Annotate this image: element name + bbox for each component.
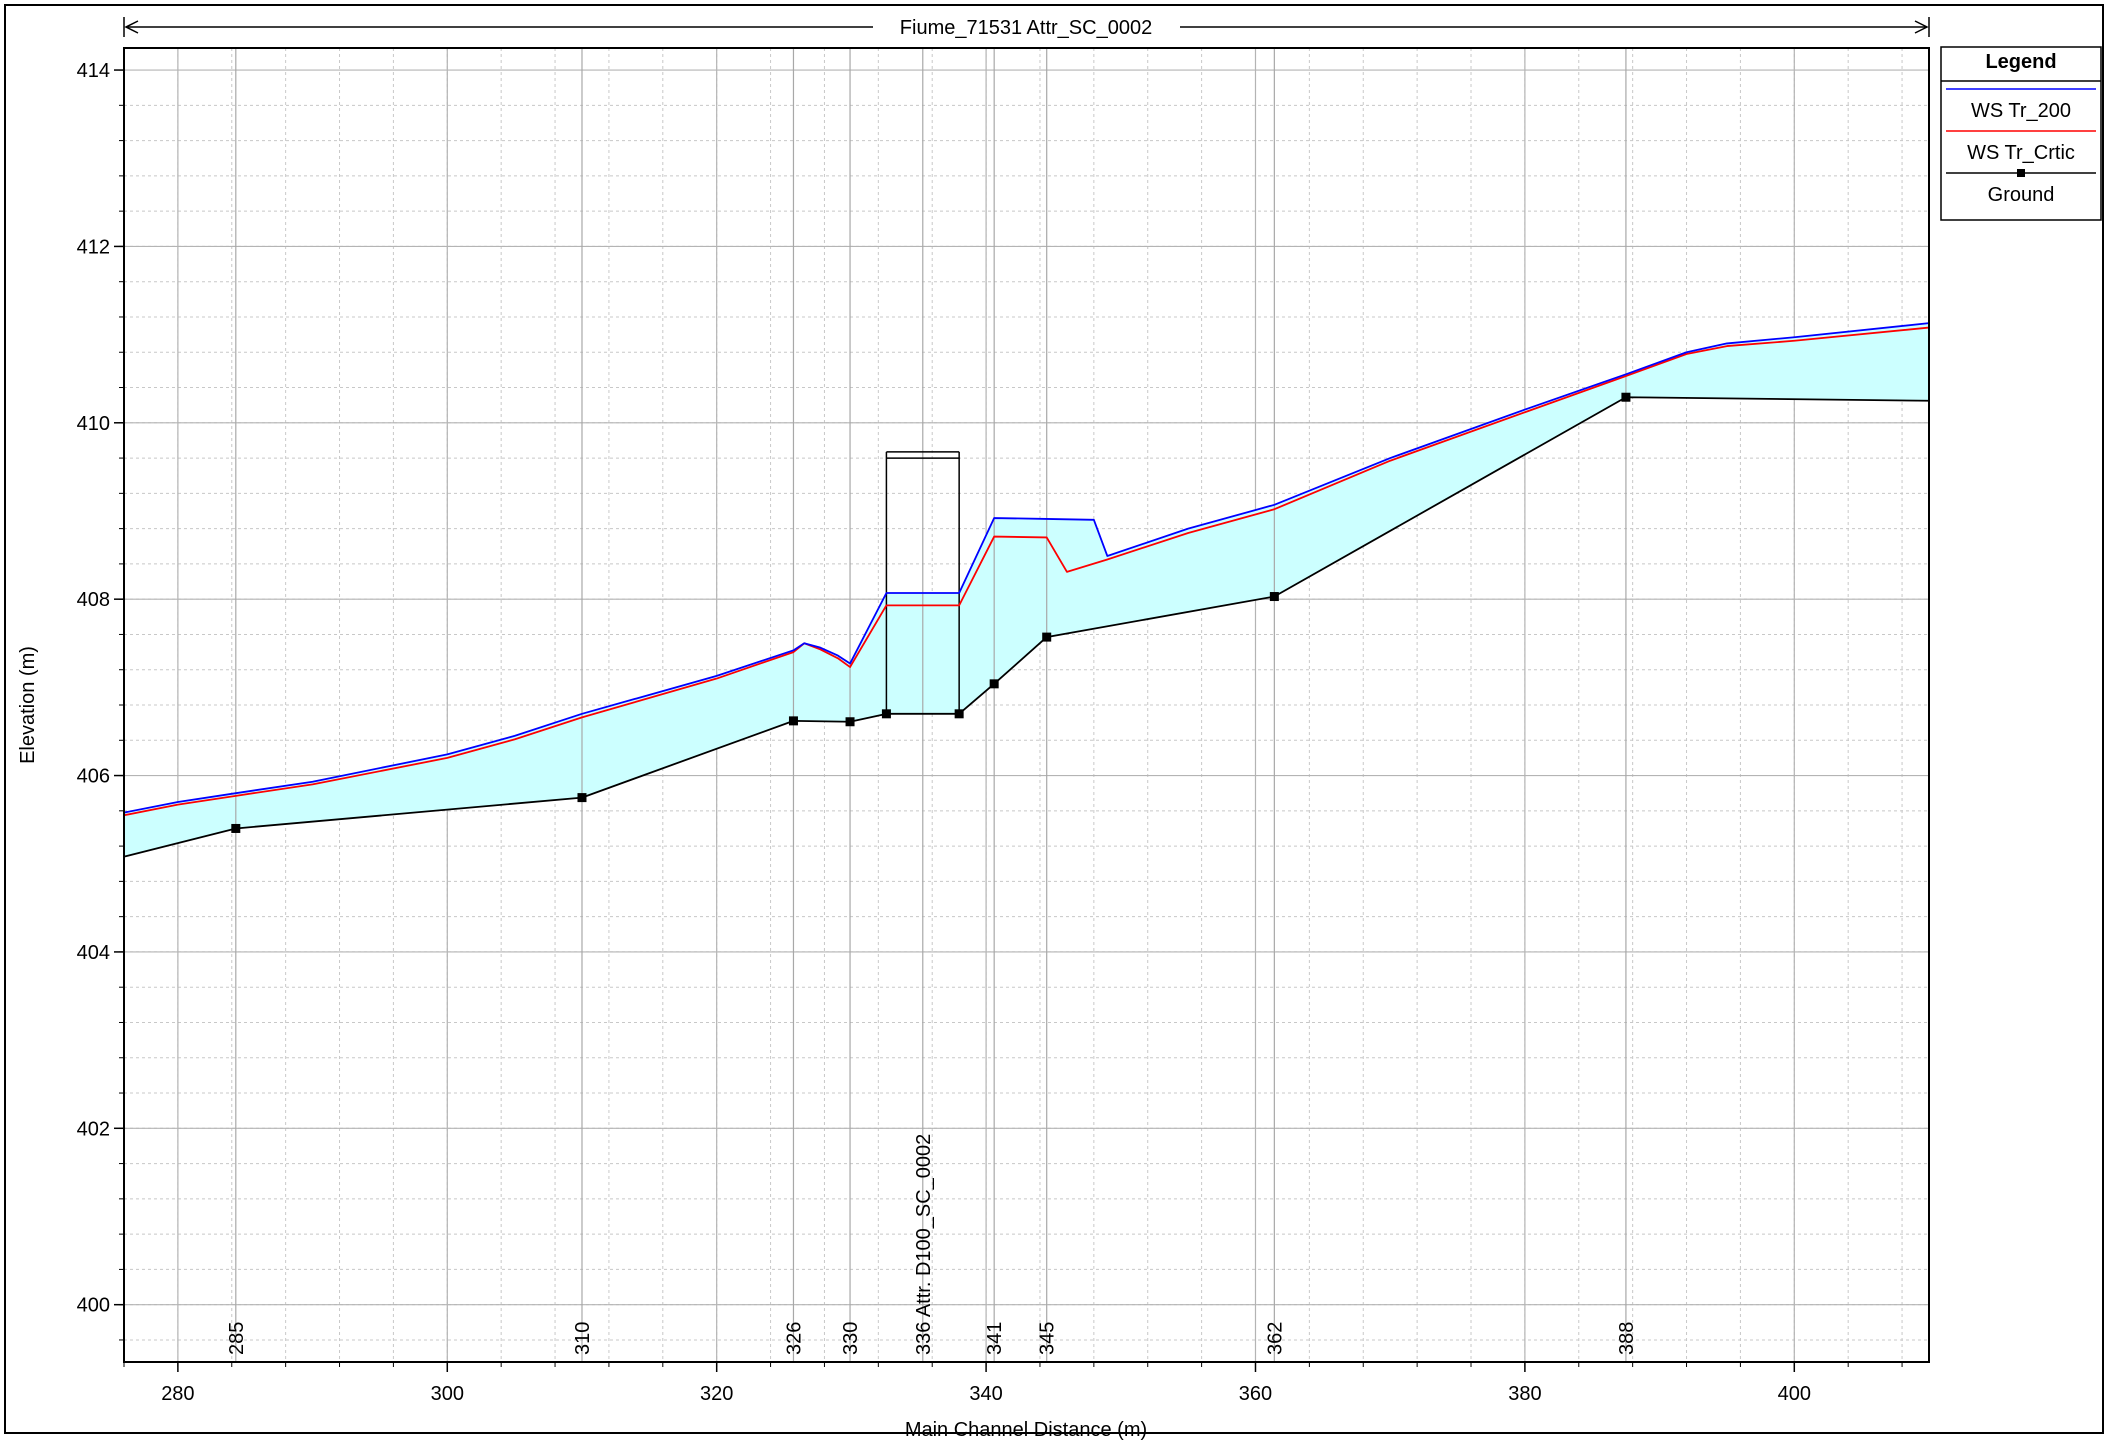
legend-swatch-marker — [2017, 169, 2025, 177]
series-line-ground — [124, 396, 1929, 858]
x-tick-label: 280 — [161, 1383, 194, 1405]
legend-box — [1940, 46, 2102, 221]
ground-marker — [1042, 632, 1052, 642]
y-axis-label: Elevation (m) — [17, 646, 39, 764]
cross-section-lines — [235, 48, 1627, 1362]
x-axis-label: Main Channel Distance (m) — [905, 1419, 1147, 1440]
ground-marker — [954, 709, 964, 719]
water-fill-layer — [124, 323, 1929, 857]
major-grid — [124, 48, 1929, 1362]
title-arrow-head-left — [124, 20, 139, 34]
title-arrow-head-right — [1914, 20, 1929, 34]
series-line-ws-tr-200 — [124, 322, 1929, 814]
cross-section-label: 341 — [984, 1322, 1006, 1355]
ground-marker — [1621, 392, 1631, 402]
title-bar: Fiume_71531 Attr_SC_0002 — [123, 17, 1930, 39]
x-tick-label: 400 — [1778, 1383, 1811, 1405]
ground-marker — [989, 679, 999, 689]
chart-frame — [4, 4, 2104, 1434]
cross-section-labels: 285 310 326 330 336 Attr. D100_SC_0002 341 345… — [226, 1134, 1638, 1355]
legend-entry-label: Ground — [1988, 184, 2055, 206]
cross-section-label: 330 — [840, 1322, 862, 1355]
cross-section-label: 388 — [1616, 1322, 1638, 1355]
x-tick-label: 360 — [1239, 1383, 1272, 1405]
ground-marker — [231, 823, 241, 833]
culvert-structure — [885, 451, 960, 714]
cross-section-label: 285 — [226, 1322, 248, 1355]
x-tick-label: 380 — [1508, 1383, 1541, 1405]
ground-marker — [1269, 592, 1279, 602]
legend: Legend WS Tr_200 WS Tr_Crtic Ground — [1940, 46, 2102, 221]
x-tick-label: 340 — [969, 1383, 1002, 1405]
ground-marker — [881, 709, 891, 719]
series-layer — [124, 322, 1929, 858]
y-tick-label: 414 — [77, 60, 110, 82]
axis-ticks: 280 300 320 340 360 380 400 400 402 404 406 408 410 4… — [77, 60, 1903, 1405]
y-tick-label: 404 — [77, 942, 110, 964]
y-tick-label: 408 — [77, 589, 110, 611]
y-tick-label: 406 — [77, 766, 110, 788]
y-tick-label: 410 — [77, 413, 110, 435]
cross-section-label: 326 — [783, 1322, 805, 1355]
chart-title: Fiume_71531 Attr_SC_0002 — [900, 17, 1152, 39]
x-tick-label: 300 — [431, 1383, 464, 1405]
legend-entry-label: WS Tr_200 — [1971, 100, 2071, 122]
legend-entry-label: WS Tr_Crtic — [1967, 142, 2075, 164]
minor-grid — [124, 48, 1929, 1362]
ground-marker — [788, 716, 798, 726]
ground-marker — [845, 717, 855, 727]
cross-section-label: 362 — [1264, 1322, 1286, 1355]
y-tick-label: 400 — [77, 1295, 110, 1317]
series-line-ws-tr-crtic — [124, 326, 1929, 817]
legend-title: Legend — [1985, 51, 2056, 73]
cross-section-label: 336 Attr. D100_SC_0002 — [913, 1134, 935, 1355]
ground-marker — [577, 793, 587, 803]
x-tick-label: 320 — [700, 1383, 733, 1405]
cross-section-label: 345 — [1037, 1322, 1059, 1355]
water-fill — [124, 323, 1929, 857]
y-tick-label: 402 — [77, 1118, 110, 1140]
cross-section-label: 310 — [572, 1322, 594, 1355]
y-tick-label: 412 — [77, 236, 110, 258]
